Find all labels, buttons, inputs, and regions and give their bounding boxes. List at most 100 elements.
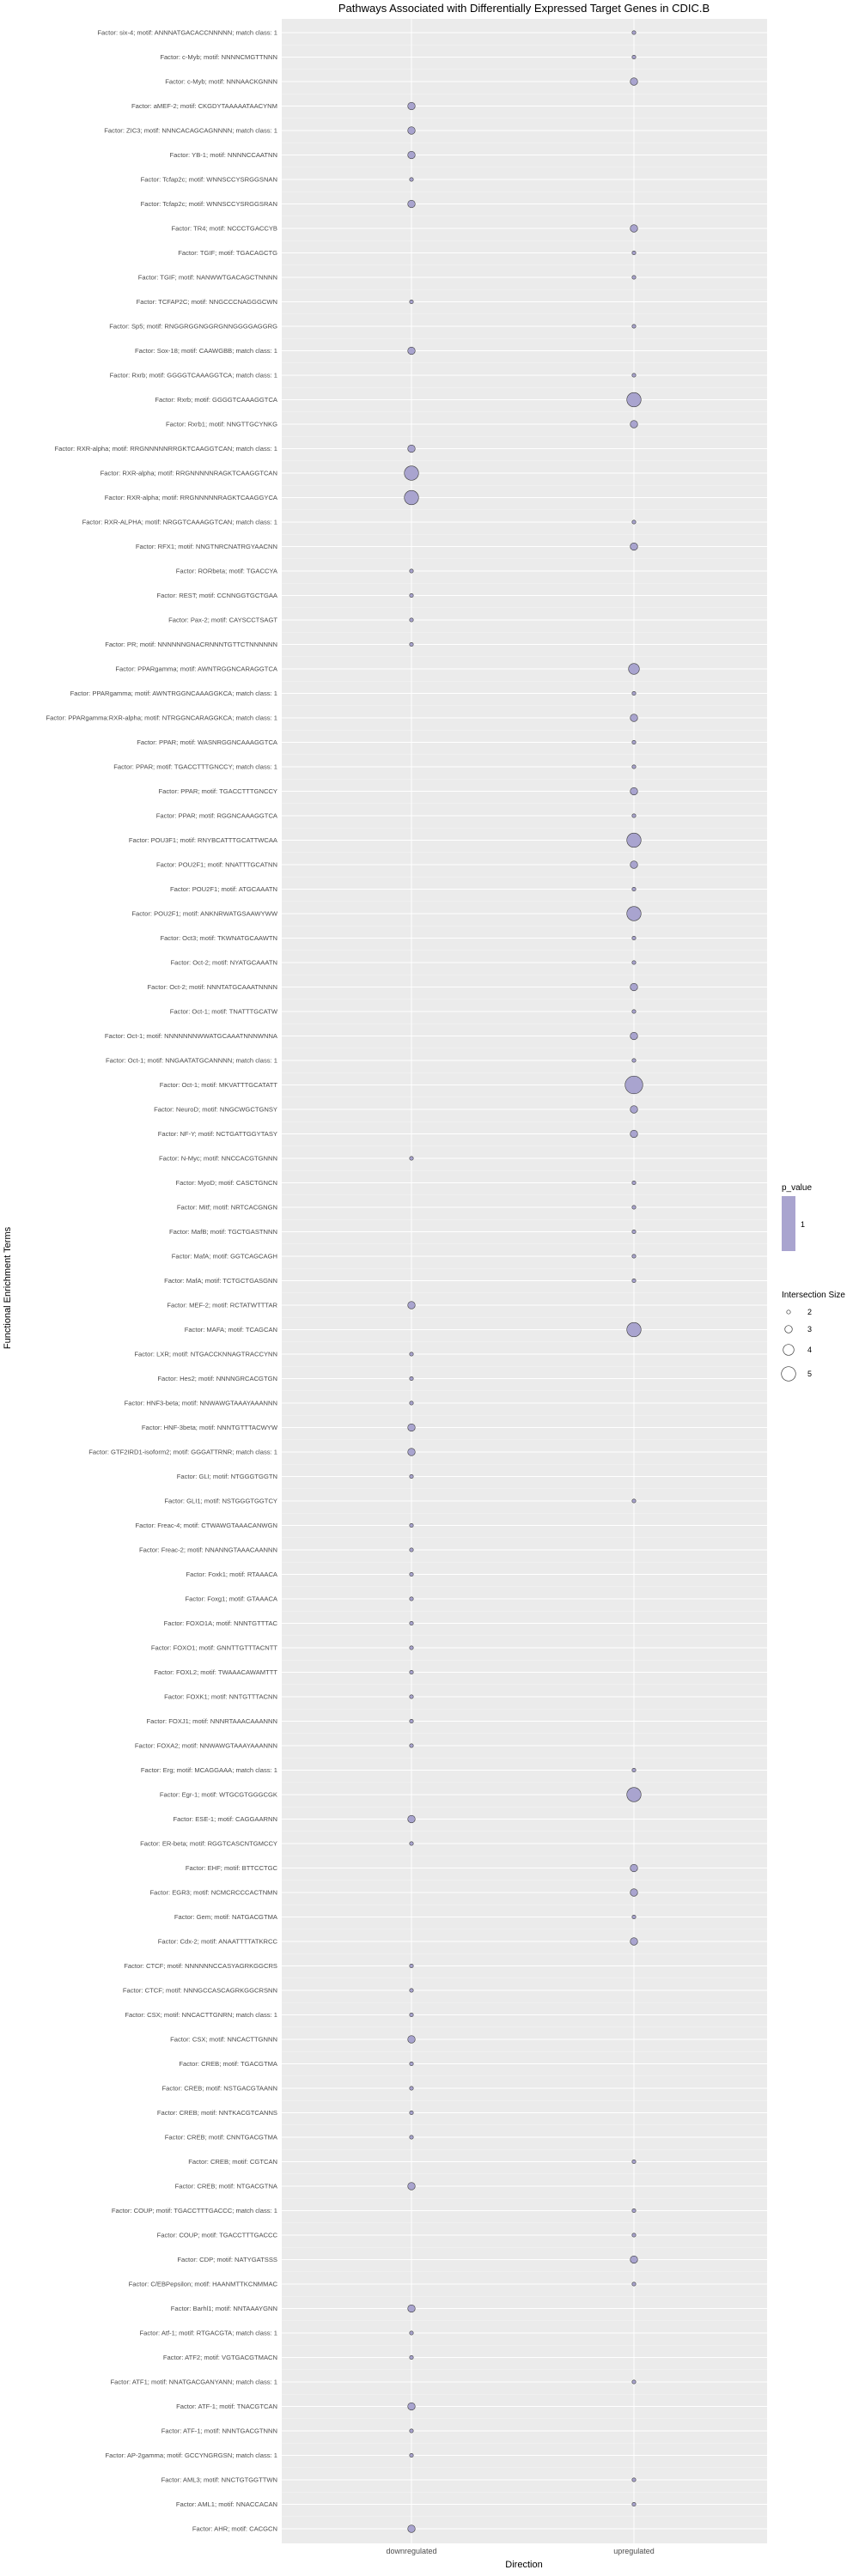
data-point bbox=[631, 1768, 637, 1773]
y-tick-label: Factor: Barhl1; motif: NNTAAAYGNN bbox=[171, 2305, 277, 2312]
data-point bbox=[630, 77, 638, 86]
data-point bbox=[631, 887, 637, 892]
y-tick-label: Factor: CDP; motif: NATYGATSSS bbox=[177, 2256, 277, 2263]
data-point bbox=[407, 2402, 416, 2411]
y-tick-label: Factor: TCFAP2C; motif: NNGCCCNAGGGCWN bbox=[137, 298, 277, 306]
data-point bbox=[409, 1156, 414, 1161]
y-tick-label: Factor: YB-1; motif: NNNNCCAATNN bbox=[170, 151, 277, 159]
y-tick-label: Factor: ESE-1; motif: CAGGAARNN bbox=[173, 1815, 277, 1823]
y-tick-label: Factor: Oct-1; motif: NNNNNNNWWATGCAAATN… bbox=[105, 1032, 278, 1040]
data-point bbox=[631, 2477, 637, 2482]
y-tick-label: Factor: CSX; motif: NNCACTTGNRN; match c… bbox=[125, 2011, 277, 2019]
y-tick-label: Factor: GLI1; motif: NSTGGGTGGTCY bbox=[164, 1498, 277, 1505]
y-tick-label: Factor: RXR-alpha; motif: RRGNNNNNRAGKTC… bbox=[105, 494, 278, 501]
p-value-colorbar bbox=[782, 1196, 795, 1251]
data-point bbox=[630, 982, 638, 992]
data-point bbox=[407, 2304, 416, 2313]
data-point bbox=[409, 2453, 414, 2458]
y-tick-label: Factor: Tcfap2c; motif: WNNSCCYSRGGSNAN bbox=[141, 176, 277, 184]
y-tick-label: Factor: CREB; motif: CNNTGACGTMA bbox=[165, 2134, 278, 2142]
y-tick-label: Factor: GTF2IRD1-isoform2; motif: GGGATT… bbox=[88, 1449, 277, 1456]
y-tick-label: Factor: FOXL2; motif: TWAAACAWAMTTT bbox=[154, 1668, 277, 1676]
y-axis-title: Functional Enrichment Terms bbox=[3, 1226, 13, 1349]
y-tick-label: Factor: ER-beta; motif: RGGTCASCNTGMCCY bbox=[140, 1840, 277, 1848]
data-point bbox=[631, 960, 637, 965]
data-point bbox=[407, 1301, 416, 1309]
data-point bbox=[409, 1988, 414, 1993]
y-tick-labels: Factor: six-4; motif: ANNNATGACACCNNNNN;… bbox=[46, 29, 277, 2533]
y-tick-label: Factor: Tcfap2c; motif: WNNSCCYSRGGSRAN bbox=[141, 200, 277, 208]
data-point bbox=[631, 2502, 637, 2507]
data-point bbox=[409, 1694, 414, 1699]
y-tick-label: Factor: POU2F1; motif: ATGCAAATN bbox=[170, 885, 277, 893]
data-point bbox=[631, 739, 637, 744]
data-point bbox=[631, 690, 637, 696]
data-point bbox=[630, 2255, 638, 2264]
y-tick-label: Factor: ATF-1; motif: NNNTGACGTNNN bbox=[161, 2427, 277, 2435]
y-tick-label: Factor: HNF-3beta; motif: NNNTGTTTACWYW bbox=[142, 1424, 278, 1431]
y-tick-label: Factor: MyoD; motif: CASCTGNCN bbox=[175, 1179, 277, 1187]
y-tick-label: Factor: Foxk1; motif: RTAAACA bbox=[186, 1571, 278, 1578]
y-tick-label: Factor: Rxrb1; motif: NNGTTGCYNKG bbox=[166, 421, 277, 428]
data-point bbox=[631, 1009, 637, 1014]
y-tick-label: Factor: COUP; motif: TGACCTTTGACCC; matc… bbox=[112, 2207, 277, 2215]
x-axis-title: Direction bbox=[505, 2560, 542, 2570]
data-point bbox=[631, 764, 637, 769]
y-tick-label: Factor: CSX; motif: NNCACTTGNNN bbox=[170, 2036, 277, 2044]
data-point bbox=[631, 2208, 637, 2214]
p-value-legend: p_value 1 bbox=[782, 1183, 812, 1251]
y-tick-label: Factor: NeuroD; motif: NNGCWGCTGNSY bbox=[154, 1106, 277, 1114]
y-tick-label: Factor: Sp5; motif: RNGGRGGNGGRGNNGGGGAG… bbox=[109, 323, 277, 331]
y-tick-label: Factor: CREB; motif: NNTKACGTCANNS bbox=[157, 2109, 277, 2117]
data-point bbox=[630, 224, 638, 233]
data-point bbox=[409, 641, 414, 647]
data-point bbox=[407, 2035, 416, 2044]
data-point bbox=[409, 1621, 414, 1626]
data-point bbox=[409, 1670, 414, 1675]
data-point bbox=[631, 2233, 637, 2238]
data-point bbox=[631, 2160, 637, 2165]
data-point bbox=[631, 1058, 637, 1063]
grid-lines bbox=[282, 19, 767, 2543]
data-point bbox=[409, 1841, 414, 1846]
data-point bbox=[630, 787, 638, 796]
y-tick-label: Factor: N-Myc; motif: NNCCACGTGNNN bbox=[159, 1155, 277, 1163]
data-point bbox=[626, 906, 642, 921]
y-tick-label: Factor: FOXO1; motif: GNNTTGTTTACNTT bbox=[151, 1644, 277, 1652]
y-tick-label: Factor: RORbeta; motif: TGACCYA bbox=[176, 568, 278, 575]
data-point bbox=[631, 2281, 637, 2287]
y-tick-label: Factor: POU3F1; motif: RNYBCATTTGCATTWCA… bbox=[129, 836, 278, 844]
data-point bbox=[631, 1230, 637, 1235]
y-tick-label: Factor: C/EBPepsilon; motif: HAANMTTKCNM… bbox=[129, 2281, 278, 2288]
y-tick-label: Factor: RXR-ALPHA; motif: NRGGTCAAAGGTCA… bbox=[82, 519, 277, 526]
data-point bbox=[407, 199, 416, 209]
y-tick-label: Factor: ATF-1; motif: TNACGTCAN bbox=[176, 2403, 277, 2410]
y-tick-label: Factor: Oct-1; motif: TNATTTGCATW bbox=[170, 1008, 278, 1016]
data-point bbox=[404, 465, 419, 481]
y-tick-label: Factor: Egr-1; motif: WTGCGTGGGCGK bbox=[160, 1791, 277, 1799]
data-point bbox=[409, 1474, 414, 1479]
data-point bbox=[409, 1547, 414, 1552]
x-tick-label: upregulated bbox=[613, 2547, 655, 2555]
data-point bbox=[409, 1523, 414, 1528]
data-point bbox=[626, 832, 642, 848]
y-tick-label: Factor: EGR3; motif: NCMCRCCCACTNMN bbox=[149, 1889, 277, 1897]
y-tick-label: Factor: PPAR; motif: TGACCTTTGNCCY; matc… bbox=[113, 763, 277, 771]
y-tick-label: Factor: RFX1; motif: NNGTNRCNATRGYAACNN bbox=[136, 543, 277, 550]
chart-title: Pathways Associated with Differentially … bbox=[338, 2, 710, 15]
y-tick-label: Factor: MafA; motif: GGTCAGCAGH bbox=[172, 1253, 277, 1261]
x-tick-labels: downregulated upregulated bbox=[386, 2547, 654, 2555]
data-point bbox=[631, 1205, 637, 1210]
size-legend-key bbox=[784, 1325, 793, 1334]
data-point bbox=[409, 2086, 414, 2091]
y-tick-label: Factor: Atf-1; motif: RTGACGTA; match cl… bbox=[140, 2330, 278, 2337]
size-legend-label: 5 bbox=[807, 1370, 812, 1378]
data-point bbox=[409, 1719, 414, 1724]
data-point bbox=[630, 1129, 638, 1139]
data-point bbox=[409, 1645, 414, 1650]
y-tick-label: Factor: FOXA2; motif: NNWAWGTAAAYAAANNN bbox=[135, 1742, 277, 1750]
y-tick-label: Factor: PPARgamma; motif: AWNTRGGNCARAGG… bbox=[115, 665, 278, 673]
y-tick-label: Factor: Freac-4; motif: CTWAWGTAAACANWGN bbox=[135, 1522, 277, 1529]
data-point bbox=[624, 1075, 643, 1095]
y-tick-label: Factor: Mitf; motif: NRTCACGNGN bbox=[177, 1204, 277, 1212]
